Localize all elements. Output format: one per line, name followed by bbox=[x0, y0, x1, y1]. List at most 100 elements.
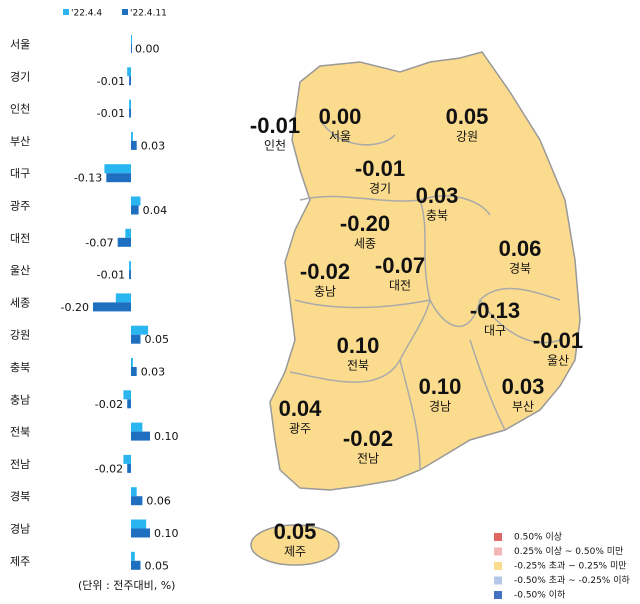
bar bbox=[131, 196, 141, 206]
map-value: 0.03 bbox=[416, 183, 459, 208]
map-legend-label: -0.50% 초과 ~ -0.25% 이하 bbox=[514, 575, 631, 586]
map-region: 충북 bbox=[426, 209, 448, 223]
bar bbox=[131, 431, 150, 441]
map-legend-swatch bbox=[494, 591, 502, 599]
bar bbox=[127, 399, 131, 409]
bar bbox=[129, 108, 131, 118]
map-value: -0.01 bbox=[533, 328, 583, 353]
map-border bbox=[289, 299, 431, 383]
map-region: 경북 bbox=[509, 262, 531, 276]
map-region: 대전 bbox=[389, 279, 411, 293]
bar bbox=[131, 140, 137, 150]
map-value: 0.04 bbox=[279, 396, 323, 421]
map-border bbox=[419, 199, 561, 328]
bar bbox=[131, 560, 141, 570]
map-region: 부산 bbox=[512, 400, 534, 414]
map-value: 0.10 bbox=[419, 374, 462, 399]
map-region: 전북 bbox=[347, 359, 369, 373]
y-tick-label: 부산 bbox=[10, 135, 30, 148]
data-label: 0.10 bbox=[154, 527, 179, 540]
data-label: -0.01 bbox=[97, 75, 125, 88]
bar bbox=[131, 496, 143, 506]
bar bbox=[117, 237, 131, 247]
map-region: 충남 bbox=[314, 285, 336, 299]
map-value: -0.01 bbox=[355, 156, 405, 181]
map-border bbox=[294, 299, 431, 309]
y-tick-label: 전북 bbox=[10, 426, 30, 439]
y-tick-label: 경기 bbox=[10, 70, 30, 83]
map-legend-swatch bbox=[494, 576, 502, 585]
map-legend-swatch bbox=[494, 533, 502, 541]
data-label: 0.03 bbox=[141, 366, 166, 379]
data-label: -0.01 bbox=[97, 269, 125, 282]
bar bbox=[131, 367, 137, 376]
bar bbox=[123, 454, 131, 464]
bar bbox=[131, 131, 133, 141]
bar bbox=[131, 551, 135, 561]
map-value: 0.05 bbox=[446, 104, 489, 129]
map-value: 0.06 bbox=[499, 236, 542, 261]
bar bbox=[131, 422, 143, 432]
y-tick-label: 서울 bbox=[10, 38, 30, 51]
y-tick-label: 강원 bbox=[10, 329, 30, 342]
data-label: -0.01 bbox=[97, 107, 125, 120]
bar bbox=[131, 35, 132, 44]
bar bbox=[129, 270, 131, 280]
map-legend-label: 0.25% 이상 ~ 0.50% 미만 bbox=[514, 546, 623, 557]
map-region: 대구 bbox=[484, 324, 506, 338]
map-value: -0.01 bbox=[250, 113, 300, 138]
legend-swatch bbox=[122, 9, 128, 15]
map-value: -0.20 bbox=[340, 211, 390, 236]
map-region: 세종 bbox=[354, 237, 376, 251]
data-label: 0.05 bbox=[145, 559, 170, 572]
map-legend-label: 0.50% 이상 bbox=[514, 532, 562, 543]
bar bbox=[104, 164, 131, 174]
data-label: -0.07 bbox=[85, 236, 113, 249]
map-legend-label: -0.50% 이하 bbox=[514, 590, 566, 601]
bar bbox=[131, 325, 149, 335]
map-value: 0.00 bbox=[319, 104, 362, 129]
bar bbox=[131, 205, 139, 215]
bar bbox=[131, 358, 133, 367]
data-label: 0.10 bbox=[154, 430, 179, 443]
bar bbox=[131, 334, 141, 344]
y-tick-label: 충북 bbox=[10, 361, 30, 374]
y-tick-label: 경북 bbox=[10, 490, 30, 503]
bar bbox=[131, 44, 132, 53]
note: (단위 : 전주대비, %) bbox=[78, 579, 175, 592]
y-tick-label: 제주 bbox=[10, 555, 30, 568]
data-label: 0.06 bbox=[146, 495, 171, 508]
bar bbox=[129, 261, 131, 271]
y-tick-label: 광주 bbox=[10, 200, 30, 213]
map-region: 서울 bbox=[329, 130, 351, 144]
map-region: 경남 bbox=[429, 400, 451, 414]
bar bbox=[131, 519, 147, 529]
data-label: 0.04 bbox=[143, 204, 168, 217]
y-tick-label: 대구 bbox=[10, 167, 30, 180]
data-label: -0.13 bbox=[74, 172, 102, 185]
y-tick-label: 전남 bbox=[10, 458, 30, 471]
legend-swatch bbox=[63, 9, 69, 15]
map-border bbox=[299, 195, 491, 216]
bar bbox=[131, 528, 150, 538]
map-value: -0.02 bbox=[300, 259, 350, 284]
data-label: 0.00 bbox=[135, 43, 160, 56]
y-tick-label: 대전 bbox=[10, 232, 30, 245]
legend-label: '22.4.11 bbox=[130, 9, 167, 19]
map-region: 전남 bbox=[357, 452, 379, 466]
map-region: 광주 bbox=[289, 422, 311, 436]
map-border bbox=[399, 359, 421, 471]
map-jeju bbox=[250, 524, 340, 566]
legend-label: '22.4.4 bbox=[71, 9, 102, 19]
y-tick-label: 인천 bbox=[10, 102, 30, 116]
y-tick-label: 울산 bbox=[10, 264, 30, 277]
map-border bbox=[479, 299, 561, 344]
bar bbox=[127, 463, 131, 473]
bar bbox=[129, 76, 131, 86]
map-legend-swatch bbox=[494, 547, 502, 556]
map-value: -0.07 bbox=[375, 253, 425, 278]
map-legend-swatch bbox=[494, 562, 502, 570]
bar bbox=[93, 302, 131, 312]
map-legend-label: -0.25% 초과 ~ 0.25% 미만 bbox=[514, 561, 627, 572]
